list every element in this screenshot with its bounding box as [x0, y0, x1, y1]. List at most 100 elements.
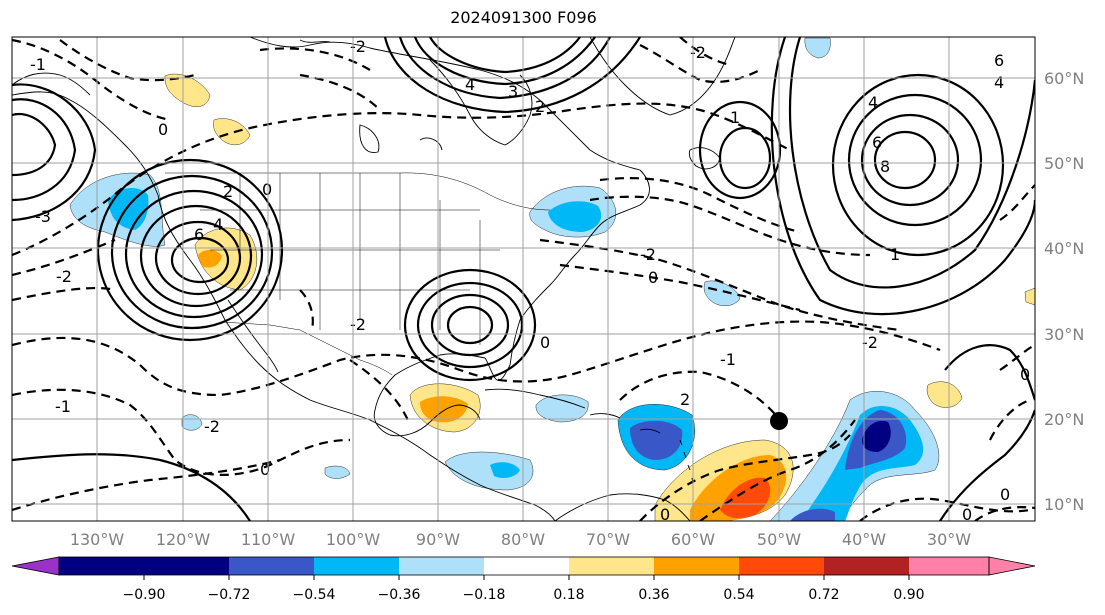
contour-alaska-2: [12, 98, 77, 202]
lon-label-110w: 110°W: [241, 530, 296, 549]
contour-tropical-solid-3: [944, 344, 1035, 401]
fill-caribbean-negative: [535, 394, 589, 423]
contour-label-1-nf: 1: [730, 108, 740, 127]
fill-mdr-positive-core: [720, 477, 771, 519]
coast-north-canada: [249, 37, 641, 171]
contour-label-neg1-atl: -1: [720, 350, 736, 369]
fill-mexico-small-negative: [324, 465, 351, 479]
contour-dash-4: [12, 320, 941, 397]
contour-dash-9: [589, 195, 871, 257]
colorbar-tick-neg018: −0.18: [463, 587, 506, 603]
contour-west-high-2: [154, 220, 242, 296]
contour-label-4-atl: 4: [868, 93, 878, 112]
graticule: [12, 37, 1035, 521]
lat-label-30n: 30°N: [1044, 325, 1084, 344]
coast-pr: [639, 428, 661, 434]
contour-label-neg0-atl: 0: [648, 268, 658, 287]
contour-dash-23: [999, 344, 1035, 371]
contour-dash-10: [599, 177, 801, 234]
colorbar-bin-1: [59, 557, 144, 575]
contour-north-high-3: [429, 37, 581, 74]
colorbar-extend-high: [988, 556, 1036, 576]
contour-nf-high-2: [698, 100, 782, 200]
fill-eastatl-negative-core: [862, 420, 891, 452]
storm-position-marker[interactable]: [770, 412, 788, 430]
contour-label-neg2-n: -2: [350, 37, 366, 56]
contour-dash-21: [974, 506, 1035, 521]
contour-dash-6: [12, 458, 281, 512]
coastlines: [12, 37, 736, 521]
contour-label-neg2-west: -2: [56, 267, 72, 286]
lon-label-120w: 120°W: [156, 530, 211, 549]
contour-label-neg2-atl: -2: [640, 245, 656, 264]
coast-florida: [484, 357, 511, 381]
colorbar-tick-072: 0.72: [808, 587, 839, 603]
fill-centralam-negative-core: [490, 462, 520, 478]
fill-atlantic-small-negative: [703, 280, 741, 306]
lon-label-100w: 100°W: [326, 530, 381, 549]
coast-islands: [299, 39, 443, 153]
colorbar-tick-neg054: −0.54: [293, 587, 336, 603]
contour-north-high-4: [383, 37, 641, 114]
border-us-canada: [165, 172, 551, 211]
fill-centralam-negative: [444, 451, 534, 491]
contour-dash-11: [12, 38, 171, 122]
contour-label-0-pac: 0: [260, 460, 270, 479]
colorbar-bin-8: [654, 557, 739, 575]
coast-south-america: [554, 493, 691, 521]
contour-se-high-4: [403, 268, 537, 382]
lat-label-20n: 20°N: [1044, 410, 1084, 429]
contour-atl-high-2: [860, 113, 960, 207]
contour-label-neg2-pac: -2: [204, 417, 220, 436]
contour-label-3-north: 3: [508, 82, 518, 101]
contour-label-0-west: 0: [262, 180, 272, 199]
contour-dash-1: [12, 102, 791, 257]
contour-dash-5: [12, 388, 351, 476]
lon-label-50w: 50°W: [757, 530, 801, 549]
lon-label-40w: 40°W: [842, 530, 886, 549]
contour-atl-high-5: [788, 37, 1035, 289]
fill-newengland-negative-core: [548, 201, 602, 232]
contour-label-neg2-us: -2: [350, 315, 366, 334]
colorbar-tick-090: 0.90: [893, 587, 924, 603]
anomaly-fills: [69, 37, 1035, 521]
contour-label-neg2-east: -2: [862, 333, 878, 352]
lat-label-10n: 10°N: [1044, 495, 1084, 514]
colorbar-bin-3: [229, 557, 314, 575]
contour-label-1-atl: 1: [890, 245, 900, 264]
colorbar-bin-11: [909, 557, 989, 575]
lat-label-40n: 40°N: [1044, 239, 1084, 258]
colorbar-bin-2: [144, 557, 229, 575]
lon-label-90w: 90°W: [416, 530, 460, 549]
colorbar-bin-4: [314, 557, 399, 575]
lon-label-60w: 60°W: [671, 530, 715, 549]
contour-label-0-se: 0: [1000, 485, 1010, 504]
colorbar-extend-low: [11, 556, 60, 576]
colorbar-bin-9: [739, 557, 824, 575]
map-title: 2024091300 F096: [450, 8, 597, 27]
contour-west-high-3: [139, 204, 253, 308]
coast-cuba: [484, 388, 586, 409]
contour-se-high-1: [446, 305, 494, 345]
fill-east-positive-small: [926, 381, 963, 408]
border-us-mexico: [221, 321, 393, 376]
contour-dash-14: [299, 73, 381, 111]
colorbar-tick-054: 0.54: [723, 587, 754, 603]
longitude-labels: 130°W 120°W 110°W 100°W 90°W 80°W 70°W 6…: [70, 530, 971, 549]
contour-west-high-4: [124, 189, 264, 319]
contour-label-4-ne: 4: [994, 73, 1004, 92]
colorbar-tick-neg036: −0.36: [378, 587, 421, 603]
colorbar-bin-10: [824, 557, 909, 575]
contour-west-high-6: [96, 158, 284, 342]
contour-label-neg2-gr: -2: [690, 43, 706, 62]
contour-label-0-gulf: 0: [540, 333, 550, 352]
contour-tropical-solid-1: [12, 453, 251, 521]
contour-labels: 6 4 2 0 -3 -2 -1 -2 0 -2 4 3 2 -2 0 -1 0…: [30, 37, 1030, 521]
contour-alaska-3: [12, 83, 97, 222]
coast-east-na: [509, 169, 650, 366]
lon-label-130w: 130°W: [70, 530, 125, 549]
contour-label-4-north: 4: [465, 75, 475, 94]
contour-west-high-5: [110, 174, 274, 330]
coast-baja: [227, 299, 279, 373]
